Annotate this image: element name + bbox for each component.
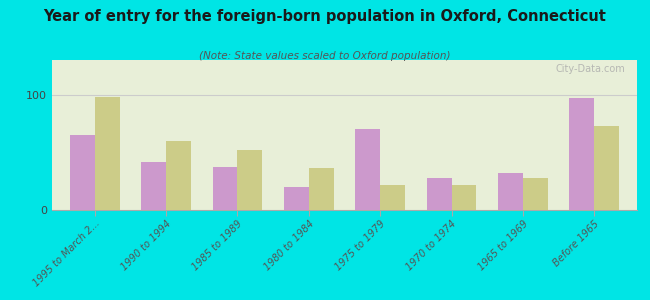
Bar	[380, 184, 405, 210]
Bar	[498, 173, 523, 210]
Bar	[594, 126, 619, 210]
Bar	[355, 129, 380, 210]
Bar	[237, 150, 263, 210]
Bar	[452, 184, 476, 210]
Bar	[95, 97, 120, 210]
Bar	[166, 141, 191, 210]
Bar	[213, 167, 237, 210]
Bar	[523, 178, 548, 210]
Text: City-Data.com: City-Data.com	[556, 64, 625, 74]
Bar	[70, 135, 95, 210]
Bar	[426, 178, 452, 210]
Bar	[141, 161, 166, 210]
Bar	[569, 98, 594, 210]
Text: Year of entry for the foreign-born population in Oxford, Connecticut: Year of entry for the foreign-born popul…	[44, 9, 606, 24]
Bar	[284, 187, 309, 210]
Bar	[309, 169, 334, 210]
Text: (Note: State values scaled to Oxford population): (Note: State values scaled to Oxford pop…	[200, 51, 450, 61]
